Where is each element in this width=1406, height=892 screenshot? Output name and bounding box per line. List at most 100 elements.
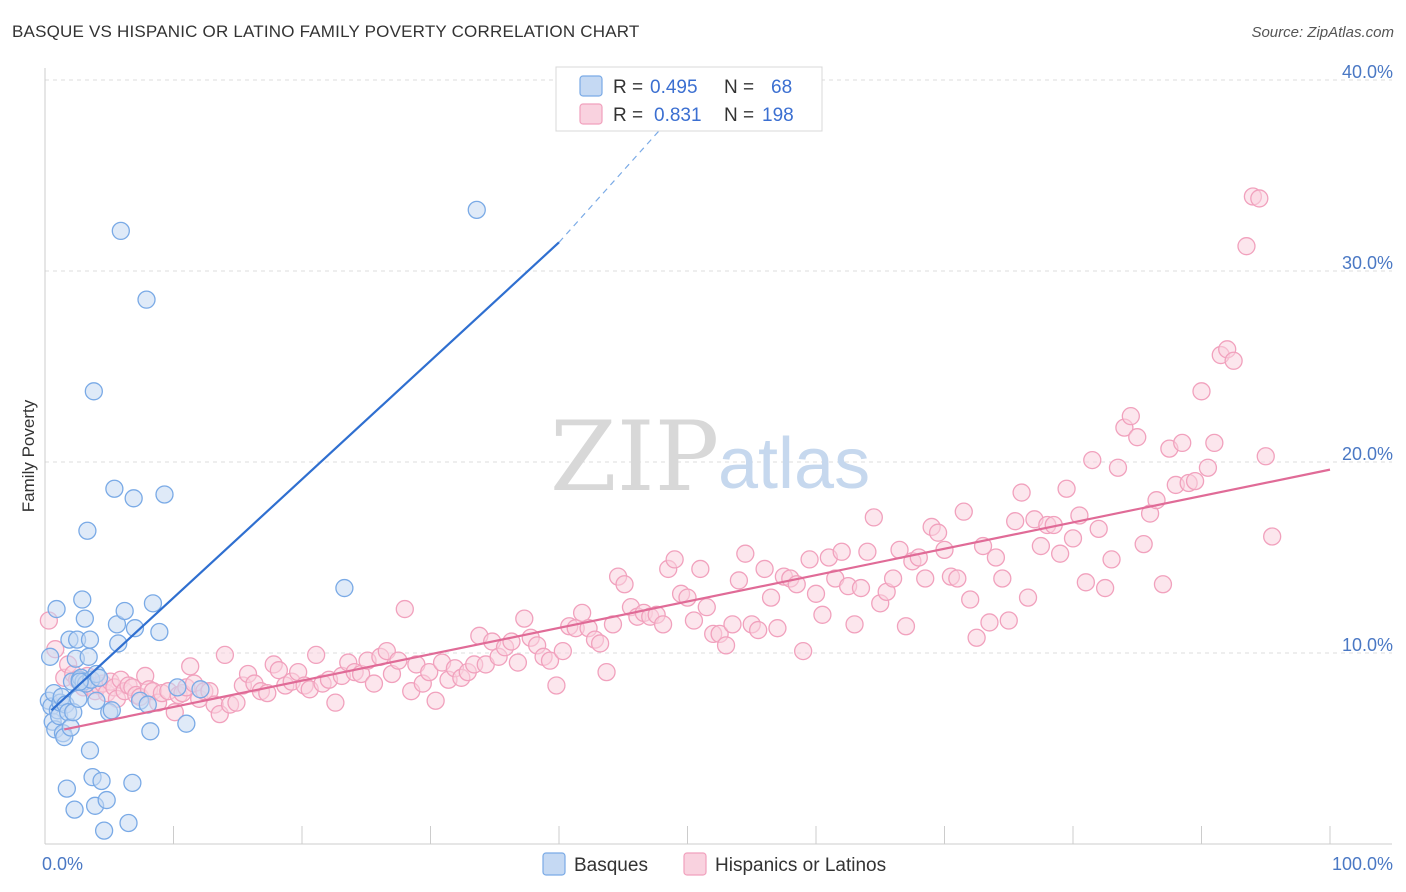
basques-point (70, 672, 89, 691)
hispanics-point (1134, 534, 1153, 554)
hispanics-point (227, 693, 246, 712)
legend-bottom-label-hispanics: Hispanics or Latinos (715, 855, 886, 876)
hispanics-point (1121, 407, 1140, 426)
basques-point (150, 622, 169, 642)
legend-n-label-basques: N = (724, 77, 754, 98)
legend-r-label-basques: R = (613, 77, 643, 98)
basques-point (102, 701, 121, 720)
basques-trendline (50, 241, 560, 712)
legend-top: R = 0.495 N = 68 R = 0.831 N = 198 (555, 66, 823, 132)
basques-point (109, 634, 128, 653)
basques-point (75, 609, 94, 628)
y-tick-labels: 10.0% 20.0% 30.0% 40.0% (1342, 62, 1393, 655)
legend-bottom-label-basques: Basques (574, 855, 648, 876)
hispanics-point (1063, 529, 1083, 548)
hispanics-point (691, 559, 710, 579)
basques-point (65, 800, 84, 819)
x-tick-label-1: 100.0% (1332, 854, 1393, 874)
hispanics-point (806, 584, 826, 603)
y-tick-label-1: 20.0% (1342, 444, 1393, 464)
hispanics-point (716, 636, 736, 655)
basques-point (79, 647, 98, 666)
hispanics-point (1012, 483, 1031, 502)
y-tick-label-2: 30.0% (1342, 253, 1393, 273)
legend-n-value-basques: 68 (771, 77, 792, 98)
hispanics-point (729, 571, 749, 590)
source-credit: Source: ZipAtlas.com (1251, 24, 1394, 41)
hispanics-point (954, 502, 973, 521)
hispanics-point (547, 676, 566, 695)
y-axis-title: Family Poverty (19, 399, 38, 512)
hispanics-point (572, 603, 592, 623)
hispanics-point (1185, 471, 1205, 491)
hispanics-point (1128, 428, 1147, 447)
hispanics-point (967, 628, 986, 647)
hispanics-point (553, 641, 573, 661)
legend-swatch-basques (579, 75, 603, 97)
hispanics-point (181, 657, 200, 676)
basques-point (73, 590, 92, 609)
basques-point (137, 290, 156, 309)
basques-point (143, 594, 163, 613)
chart-title: BASQUE VS HISPANIC OR LATINO FAMILY POVE… (12, 22, 640, 41)
hispanics-point (1095, 578, 1115, 598)
hispanics-point (832, 542, 851, 561)
legend-bottom-swatch-hispanics (683, 852, 707, 876)
hispanics-point (864, 508, 883, 527)
legend-swatch-hispanics (579, 103, 603, 125)
basques-point (124, 489, 143, 508)
hispanics-point (794, 641, 813, 661)
x-tick-labels: 0.0% 100.0% (42, 854, 1393, 874)
hispanics-point (1250, 189, 1269, 208)
legend-r-value-hispanics: 0.831 (654, 105, 702, 126)
watermark-zip: ZIP (550, 401, 719, 513)
hispanics-point (684, 611, 704, 630)
basques-point (97, 790, 116, 810)
hispanics-point (1083, 450, 1102, 470)
hispanics-point (515, 609, 534, 628)
hispanics-point (1108, 458, 1128, 477)
hispanics-point (1018, 588, 1038, 607)
legend-bottom: Basques Hispanics or Latinos (542, 852, 886, 876)
hispanics-point (1173, 433, 1192, 453)
hispanics-point (1237, 237, 1256, 256)
legend-n-value-hispanics: 198 (762, 105, 794, 126)
hispanics-point (980, 613, 999, 632)
hispanics-point (755, 559, 774, 579)
trendlines (50, 70, 1331, 731)
basques-point (89, 668, 109, 687)
hispanics-point (1205, 433, 1224, 453)
hispanics-trendline (64, 468, 1331, 731)
hispanics-point (813, 605, 832, 624)
basques-point (119, 813, 138, 833)
basques-point (125, 619, 145, 638)
hispanics-point (845, 615, 864, 634)
hispanics-point (1198, 458, 1218, 477)
hispanics-point (326, 693, 345, 712)
basques-point (87, 691, 106, 710)
basques-point (467, 200, 486, 220)
hispanics-point (1102, 550, 1121, 569)
hispanics-point (761, 588, 781, 607)
hispanics-point (1263, 527, 1282, 546)
hispanics-point (993, 569, 1012, 588)
hispanics-point (736, 544, 755, 563)
hispanics-point (883, 569, 903, 588)
basques-point (115, 601, 134, 621)
hispanics-point (540, 651, 560, 670)
hispanics-point (896, 617, 916, 636)
basques-point (141, 722, 160, 741)
basques-point (111, 221, 130, 241)
hispanics-point (697, 598, 716, 617)
hispanics-point (508, 653, 528, 672)
hispanics-point (653, 615, 673, 634)
hispanics-point (426, 691, 445, 710)
hispanics-point (768, 619, 787, 638)
hispanics-point (858, 542, 877, 561)
hispanics-point (665, 550, 684, 569)
hispanics-point (928, 523, 948, 542)
hispanics-point (420, 662, 439, 682)
x-tick-label-0: 0.0% (42, 854, 83, 874)
hispanics-point (215, 645, 235, 665)
